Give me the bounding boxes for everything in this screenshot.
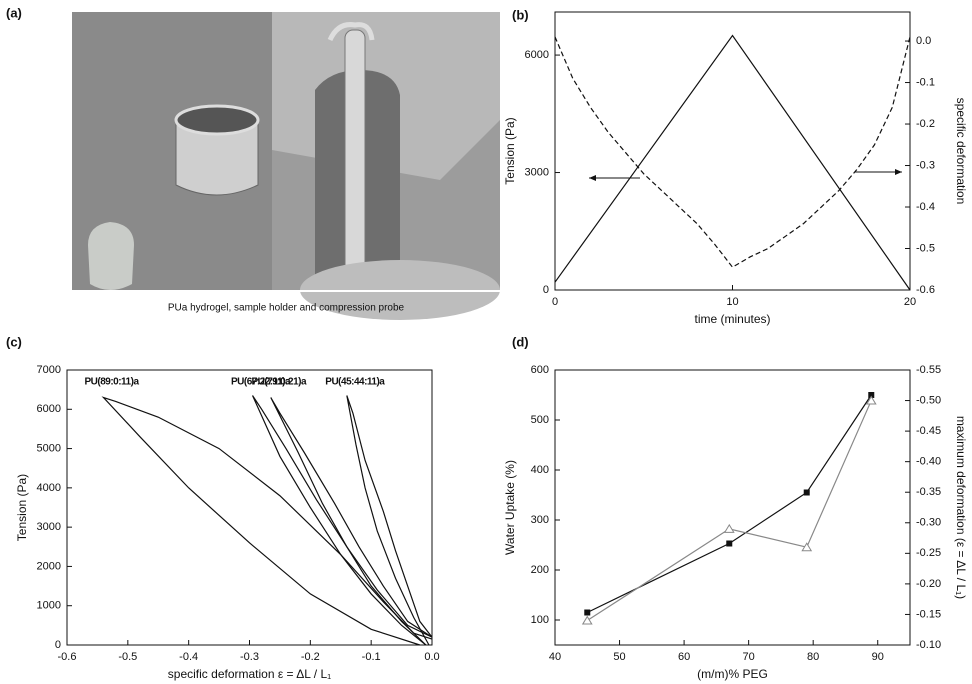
- x-tick-label: -0.5: [118, 651, 137, 663]
- x-tick-label: 40: [549, 651, 561, 663]
- series-line: [101, 396, 433, 646]
- y2-tick-label: -0.45: [916, 425, 941, 437]
- marker-triangle: [581, 615, 593, 625]
- x-tick-label: -0.1: [362, 651, 381, 663]
- sample-holder: [175, 119, 259, 196]
- y2-tick-label: -0.2: [916, 118, 935, 130]
- series-line: [554, 36, 911, 268]
- panel-label: (b): [512, 7, 529, 22]
- y-tick-label: 6000: [37, 403, 61, 415]
- plot-frame: [554, 369, 911, 646]
- series-label: PU(79:0:21)a: [251, 377, 307, 388]
- y-tick-label: 3000: [525, 166, 549, 178]
- holder-rim: [174, 104, 260, 136]
- series-label: PU(67:22:11)a: [231, 377, 291, 388]
- marker-triangle: [865, 395, 877, 405]
- y-tick-label: 1000: [37, 600, 61, 612]
- x-tick-label: 20: [904, 296, 916, 308]
- y2-tick-label: -0.10: [916, 639, 941, 651]
- y2-axis-label: specific deformation: [954, 98, 968, 205]
- x-axis-label: (m/m)% PEG: [697, 667, 768, 681]
- y-tick-label: 5000: [37, 442, 61, 454]
- series-label: PU(89:0:11)a: [84, 377, 139, 388]
- y-axis-label: Tension (Pa): [15, 474, 29, 541]
- photo-edge: [72, 290, 500, 292]
- x-tick-label: 0.0: [424, 651, 439, 663]
- marker-triangle: [801, 542, 813, 552]
- y-tick-label: 3000: [37, 521, 61, 533]
- x-tick-label: -0.6: [58, 651, 77, 663]
- series-line: [586, 400, 872, 622]
- x-tick-label: 0: [552, 296, 558, 308]
- arrow-head: [895, 169, 902, 175]
- x-tick-label: -0.3: [240, 651, 259, 663]
- marker-triangle: [723, 523, 735, 533]
- y2-axis-label: maximum deformation (ε = ΔL / L₁): [954, 416, 968, 599]
- y2-tick-label: -0.6: [916, 284, 935, 296]
- y-axis-label: Water Uptake (%): [503, 460, 517, 555]
- y-tick-label: 400: [531, 464, 549, 476]
- y2-tick-label: -0.50: [916, 394, 941, 406]
- x-tick-label: 50: [613, 651, 625, 663]
- y-tick-label: 300: [531, 514, 549, 526]
- y2-tick-label: -0.20: [916, 578, 941, 590]
- y-tick-label: 0: [55, 639, 61, 651]
- y2-tick-label: -0.40: [916, 456, 941, 468]
- x-axis-label: specific deformation ε = ΔL / L₁: [168, 667, 331, 681]
- series-line: [346, 395, 433, 646]
- y2-tick-label: -0.5: [916, 242, 935, 254]
- panel-label: (c): [6, 334, 22, 349]
- y-tick-label: 200: [531, 564, 549, 576]
- y-tick-label: 6000: [525, 49, 549, 61]
- y-tick-label: 4000: [37, 482, 61, 494]
- series-line: [251, 395, 433, 646]
- series-label: PU(45:44:11)a: [325, 377, 385, 388]
- y2-tick-label: -0.4: [916, 201, 935, 213]
- series-line: [587, 394, 872, 614]
- y-tick-label: 0: [543, 284, 549, 296]
- y2-tick-label: 0.0: [916, 35, 931, 47]
- arrow-head: [589, 175, 596, 181]
- series-line: [270, 397, 433, 646]
- y-tick-label: 600: [531, 364, 549, 376]
- y2-tick-label: -0.35: [916, 486, 941, 498]
- y-tick-label: 2000: [37, 560, 61, 572]
- x-axis-label: time (minutes): [694, 312, 770, 326]
- y-tick-label: 7000: [37, 364, 61, 376]
- photo-panel: (a) PUa hydrogel, sample holder and comp…: [6, 5, 500, 320]
- x-tick-label: -0.4: [179, 651, 198, 663]
- y2-tick-label: -0.1: [916, 76, 935, 88]
- probe-rod: [344, 29, 366, 291]
- y2-tick-label: -0.15: [916, 608, 941, 620]
- plot-frame: [66, 369, 433, 646]
- y-tick-label: 100: [531, 614, 549, 626]
- marker-square: [584, 609, 591, 616]
- x-tick-label: 60: [678, 651, 690, 663]
- marker-square: [726, 540, 733, 547]
- panel-label: (a): [6, 5, 22, 20]
- marker-square: [803, 489, 810, 496]
- x-tick-label: 90: [872, 651, 884, 663]
- y2-tick-label: -0.55: [916, 364, 941, 376]
- hydrogel: [88, 222, 134, 290]
- marker-square: [868, 392, 875, 398]
- x-tick-label: -0.2: [301, 651, 320, 663]
- y2-tick-label: -0.25: [916, 547, 941, 559]
- x-tick-label: 70: [743, 651, 755, 663]
- y-axis-label: Tension (Pa): [503, 117, 517, 184]
- series-line: [554, 34, 911, 291]
- y-tick-label: 500: [531, 414, 549, 426]
- probe-hook: [327, 22, 375, 42]
- x-tick-label: 10: [726, 296, 738, 308]
- photo-caption: PUa hydrogel, sample holder and compress…: [168, 303, 405, 314]
- y2-tick-label: -0.3: [916, 159, 935, 171]
- panel-label: (d): [512, 334, 529, 349]
- x-tick-label: 80: [807, 651, 819, 663]
- y2-tick-label: -0.30: [916, 517, 941, 529]
- plot-frame: [554, 11, 911, 291]
